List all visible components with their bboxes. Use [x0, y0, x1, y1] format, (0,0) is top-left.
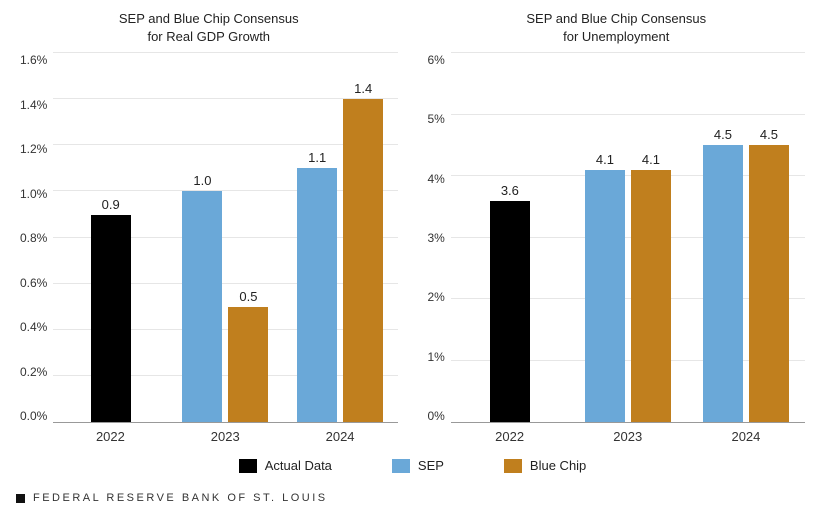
bar-value-label: 0.5	[239, 289, 257, 304]
y-tick-label: 0.8%	[20, 231, 47, 245]
legend-label-sep: SEP	[418, 458, 444, 473]
x-tick-label: 2023	[168, 429, 283, 444]
y-tick-label: 0.2%	[20, 365, 47, 379]
x-tick-label: 2022	[451, 429, 569, 444]
y-tick-label: 6%	[428, 53, 445, 67]
bar-sep: 1.0	[182, 191, 222, 422]
x-axis-labels: 202220232024	[451, 423, 806, 444]
bar-sep: 4.1	[585, 170, 625, 422]
bar-value-label: 1.0	[193, 173, 211, 188]
bar-bluechip: 4.5	[749, 145, 789, 422]
bar-group: 3.6	[451, 53, 569, 422]
x-axis: 202220232024	[428, 423, 806, 444]
bar-group: 1.00.5	[168, 53, 283, 422]
bar-value-label: 1.1	[308, 150, 326, 165]
y-tick-label: 1.4%	[20, 98, 47, 112]
y-tick-label: 1%	[428, 350, 445, 364]
y-tick-label: 0.4%	[20, 320, 47, 334]
legend-swatch-sep	[392, 459, 410, 473]
bar-groups: 3.64.14.14.54.5	[451, 53, 805, 422]
y-tick-label: 0.0%	[20, 409, 47, 423]
legend-label-actual: Actual Data	[265, 458, 332, 473]
footer-text: FEDERAL RESERVE BANK OF ST. LOUIS	[33, 492, 328, 504]
y-axis: 1.6% 1.4% 1.2% 1.0% 0.8% 0.6% 0.4% 0.2% 0.0%	[20, 53, 53, 423]
chart-panel: SEP and Blue Chip Consensus for Real GDP…	[20, 10, 398, 444]
legend-label-bluechip: Blue Chip	[530, 458, 586, 473]
bar-value-label: 4.5	[760, 127, 778, 142]
y-tick-label: 1.6%	[20, 53, 47, 67]
bar-value-label: 1.4	[354, 81, 372, 96]
bar-bluechip: 4.1	[631, 170, 671, 422]
y-tick-label: 1.2%	[20, 142, 47, 156]
bar-sep: 1.1	[297, 168, 337, 422]
bar-groups: 0.91.00.51.11.4	[53, 53, 397, 422]
bar-sep: 4.5	[703, 145, 743, 422]
bar-group: 1.11.4	[283, 53, 398, 422]
bar-value-label: 3.6	[501, 183, 519, 198]
plot-wrap: 6%5%4%3%2%1%0%3.64.14.14.54.5	[428, 53, 806, 423]
plot-area: 3.64.14.14.54.5	[451, 53, 805, 423]
chart-title: SEP and Blue Chip Consensus for Real GDP…	[20, 10, 398, 45]
legend: Actual Data SEP Blue Chip	[0, 458, 825, 473]
chart-title: SEP and Blue Chip Consensus for Unemploy…	[428, 10, 806, 45]
x-axis: 202220232024	[20, 423, 398, 444]
bar-bluechip: 1.4	[343, 99, 383, 422]
bar-group: 4.14.1	[569, 53, 687, 422]
bar-group: 0.9	[53, 53, 168, 422]
x-tick-label: 2024	[687, 429, 805, 444]
x-tick-label: 2023	[569, 429, 687, 444]
legend-item-actual: Actual Data	[239, 458, 332, 473]
bar-value-label: 0.9	[102, 197, 120, 212]
footer-attribution: FEDERAL RESERVE BANK OF ST. LOUIS	[16, 492, 328, 504]
bar-group: 4.54.5	[687, 53, 805, 422]
x-tick-label: 2024	[283, 429, 398, 444]
legend-item-bluechip: Blue Chip	[504, 458, 586, 473]
bar-actual: 3.6	[490, 201, 530, 422]
plot-area: 0.91.00.51.11.4	[53, 53, 397, 423]
bar-value-label: 4.1	[596, 152, 614, 167]
bar-bluechip: 0.5	[228, 307, 268, 422]
y-tick-label: 4%	[428, 172, 445, 186]
charts-row: SEP and Blue Chip Consensus for Real GDP…	[0, 0, 825, 444]
y-tick-label: 0.6%	[20, 276, 47, 290]
y-tick-label: 5%	[428, 112, 445, 126]
y-tick-label: 1.0%	[20, 187, 47, 201]
legend-swatch-bluechip	[504, 459, 522, 473]
legend-swatch-actual	[239, 459, 257, 473]
x-tick-label: 2022	[53, 429, 168, 444]
y-tick-label: 0%	[428, 409, 445, 423]
y-tick-label: 2%	[428, 290, 445, 304]
y-axis: 6% 5% 4% 3% 2% 1% 0%	[428, 53, 451, 423]
footer-square-icon	[16, 494, 25, 503]
bar-actual: 0.9	[91, 215, 131, 423]
chart-panel: SEP and Blue Chip Consensus for Unemploy…	[428, 10, 806, 444]
y-tick-label: 3%	[428, 231, 445, 245]
bar-value-label: 4.1	[642, 152, 660, 167]
x-axis-labels: 202220232024	[53, 423, 398, 444]
bar-value-label: 4.5	[714, 127, 732, 142]
legend-item-sep: SEP	[392, 458, 444, 473]
plot-wrap: 1.6% 1.4% 1.2% 1.0% 0.8% 0.6% 0.4% 0.2% 0.0% 0.9 1…	[20, 53, 398, 423]
